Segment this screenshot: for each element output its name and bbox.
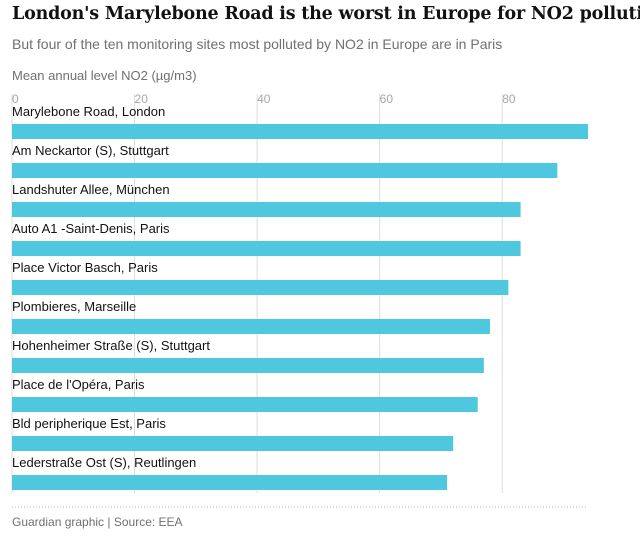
category-labels: Marylebone Road, London Am Neckartor (S),… [12,104,210,470]
category-label: Plombieres, Marseille [12,299,136,314]
bar [12,280,509,295]
bar [12,241,521,256]
category-label: Bld peripherique Est, Paris [12,416,166,431]
x-tick-label: 20 [135,92,149,106]
bar [12,397,478,412]
chart-subtitle: But four of the ten monitoring sites mos… [12,36,503,52]
category-label: Place de l'Opéra, Paris [12,377,145,392]
category-label: Lederstraße Ost (S), Reutlingen [12,455,196,470]
bar [12,202,521,217]
category-label: Place Victor Basch, Paris [12,260,158,275]
x-tick-label: 60 [380,92,394,106]
category-label: Landshuter Allee, München [12,182,170,197]
bar [12,358,484,373]
x-tick-label: 80 [502,92,516,106]
bar [12,163,558,178]
x-axis-ticks: 0 20 40 60 80 [12,92,516,106]
x-axis-title: Mean annual level NO2 (µg/m3) [12,68,197,83]
bars [12,124,588,490]
x-tick-label: 40 [257,92,271,106]
category-label: Auto A1 -Saint-Denis, Paris [12,221,170,236]
bar [12,436,454,451]
chart-title: London's Marylebone Road is the worst in… [12,4,640,24]
source-note: Guardian graphic | Source: EEA [12,515,183,529]
category-label: Am Neckartor (S), Stuttgart [12,143,169,158]
category-label: Marylebone Road, London [12,104,165,119]
bar [12,124,588,139]
bar [12,319,490,334]
x-tick-label: 0 [12,92,19,106]
category-label: Hohenheimer Straße (S), Stuttgart [12,338,210,353]
bar [12,475,448,490]
